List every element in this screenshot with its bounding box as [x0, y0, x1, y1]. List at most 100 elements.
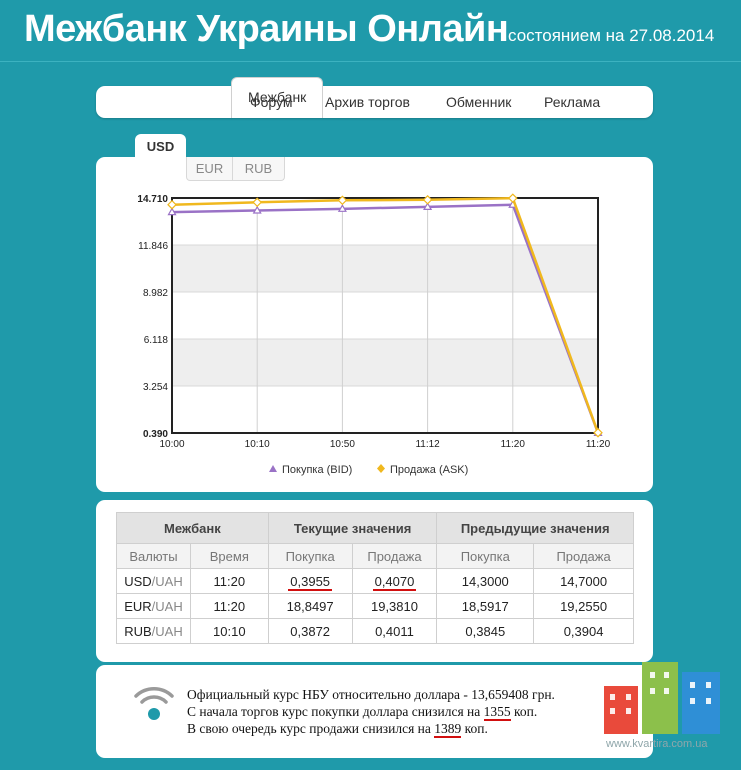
current-ask-cell: 19,3810 [351, 593, 438, 619]
data-point-bid [167, 207, 177, 216]
group-header-current: Текущие значения [267, 512, 438, 544]
nav-item-mezhbank[interactable]: Межбанк [231, 77, 324, 118]
x-tick-label: 11:20 [586, 439, 611, 450]
nav-item-exchange[interactable]: Обменник [446, 94, 512, 110]
x-tick-label: 10:10 [245, 439, 270, 450]
main-nav: Межбанк Форум Архив торгов Обменник Рекл… [96, 77, 653, 118]
ask-change-prefix: В свою очередь курс продажи снизился на [187, 721, 435, 736]
x-tick-label: 10:00 [159, 439, 184, 450]
ask-change-line: В свою очередь курс продажи снизился на … [187, 720, 555, 738]
currency-base: RUB [124, 623, 152, 639]
legend-marker-bid [269, 465, 277, 472]
nav-item-archive[interactable]: Архив торгов [325, 94, 410, 110]
legend-marker-ask [377, 464, 385, 473]
site-title[interactable]: Межбанк Украины Онлайн [24, 8, 509, 50]
currency-pair-cell: USD/UAH [116, 568, 191, 594]
y-tick-label: 14.710 [137, 194, 168, 205]
currency-quote: /UAH [151, 623, 183, 639]
table-row: USD/UAH 11:20 0,3955 0,4070 14,3000 14,7… [116, 568, 634, 594]
y-tick-label: 11.846 [138, 241, 168, 252]
watermark: www.kvartira.com.ua [606, 738, 708, 750]
grid-band [172, 292, 598, 339]
grid-band [172, 198, 598, 245]
y-tick-label: 3.254 [143, 382, 168, 393]
data-point-bid [337, 204, 347, 212]
rates-table: Межбанк Текущие значения Предыдущие знач… [116, 512, 634, 644]
table-row: EUR/UAH 11:20 18,8497 19,3810 18,5917 19… [116, 593, 634, 619]
group-header-previous: Предыдущие значения [436, 512, 634, 544]
legend-label-ask: Продажа (ASK) [390, 464, 468, 476]
previous-ask-cell: 0,3904 [533, 618, 634, 644]
currency-base: USD [124, 573, 152, 589]
currency-quote: /UAH [151, 598, 183, 614]
column-header-prev-bid: Покупка [436, 543, 535, 569]
current-ask-cell: 0,4070 [351, 568, 438, 594]
tab-rub[interactable]: RUB [233, 157, 285, 181]
plot-frame [171, 197, 599, 434]
table-row: RUB/UAH 10:10 0,3872 0,4011 0,3845 0,390… [116, 618, 634, 644]
bid-change-line: С начала торгов курс покупки доллара сни… [187, 703, 555, 721]
time-cell: 10:10 [189, 618, 269, 644]
currency-pair-cell: EUR/UAH [116, 593, 191, 619]
nav-item-forum[interactable]: Форум [250, 94, 293, 110]
info-panel [96, 665, 653, 758]
column-header-currency: Валюты [116, 543, 191, 569]
series-line-bid [171, 203, 600, 434]
x-tick-label: 11:20 [501, 439, 526, 450]
previous-bid-cell: 0,3845 [436, 618, 535, 644]
previous-bid-cell: 18,5917 [436, 593, 535, 619]
nav-item-ads[interactable]: Реклама [544, 94, 601, 110]
data-point-ask [337, 195, 348, 206]
data-point-bid [252, 205, 262, 214]
previous-ask-cell: 14,7000 [533, 568, 634, 594]
data-point-bid [423, 202, 433, 210]
data-point-ask [507, 193, 518, 204]
site-header: Межбанк Украины Онлайн состоянием на 27.… [0, 0, 741, 62]
legend-label-bid: Покупка (BID) [282, 464, 352, 476]
currency-quote: /UAH [151, 573, 183, 589]
series-line-ask [171, 196, 600, 434]
grid-band [172, 339, 598, 386]
column-header-cur-ask: Продажа [351, 543, 438, 569]
column-header-time: Время [189, 543, 269, 569]
current-bid-cell: 0,3955 [267, 568, 353, 594]
previous-ask-cell: 19,2550 [533, 593, 634, 619]
current-ask-cell: 0,4011 [351, 618, 438, 644]
current-bid-value: 0,3955 [288, 573, 333, 591]
kvartira-logo [604, 662, 720, 734]
ask-change-value: 1389 [434, 721, 462, 738]
column-header-prev-ask: Продажа [533, 543, 634, 569]
tab-eur[interactable]: EUR [186, 157, 233, 181]
bid-change-unit: коп. [510, 704, 538, 719]
y-tick-label: 6.118 [144, 335, 169, 346]
current-bid-cell: 0,3872 [267, 618, 353, 644]
current-bid-cell: 18,8497 [267, 593, 353, 619]
data-point-ask [252, 197, 263, 208]
data-point-ask [422, 194, 433, 205]
time-cell: 11:20 [189, 568, 269, 594]
rates-table-panel: Межбанк Текущие значения Предыдущие знач… [96, 500, 653, 662]
bid-change-value: 1355 [483, 704, 511, 721]
data-point-ask [167, 199, 177, 210]
current-ask-value: 0,4070 [372, 573, 417, 591]
info-text: Официальный курс НБУ относительно доллар… [187, 686, 555, 738]
group-header-mezhbank: Межбанк [116, 512, 269, 544]
bid-change-prefix: С начала торгов курс покупки доллара сни… [187, 704, 484, 719]
grid-band [172, 386, 598, 433]
tab-usd[interactable]: USD [135, 134, 186, 160]
column-header-cur-bid: Покупка [267, 543, 353, 569]
ask-change-unit: коп. [461, 721, 488, 736]
currency-pair-cell: RUB/UAH [116, 618, 191, 644]
currency-base: EUR [124, 598, 152, 614]
nbu-rate-line: Официальный курс НБУ относительно доллар… [187, 687, 555, 702]
data-point-ask [593, 427, 603, 438]
signal-icon [134, 687, 174, 720]
time-cell: 11:20 [189, 593, 269, 619]
grid-band [172, 245, 598, 292]
previous-bid-cell: 14,3000 [436, 568, 535, 594]
y-tick-label: 0.390 [143, 429, 168, 440]
x-tick-label: 10:50 [330, 439, 355, 450]
y-tick-label: 8.982 [143, 288, 168, 299]
x-tick-label: 11:12 [415, 439, 440, 450]
